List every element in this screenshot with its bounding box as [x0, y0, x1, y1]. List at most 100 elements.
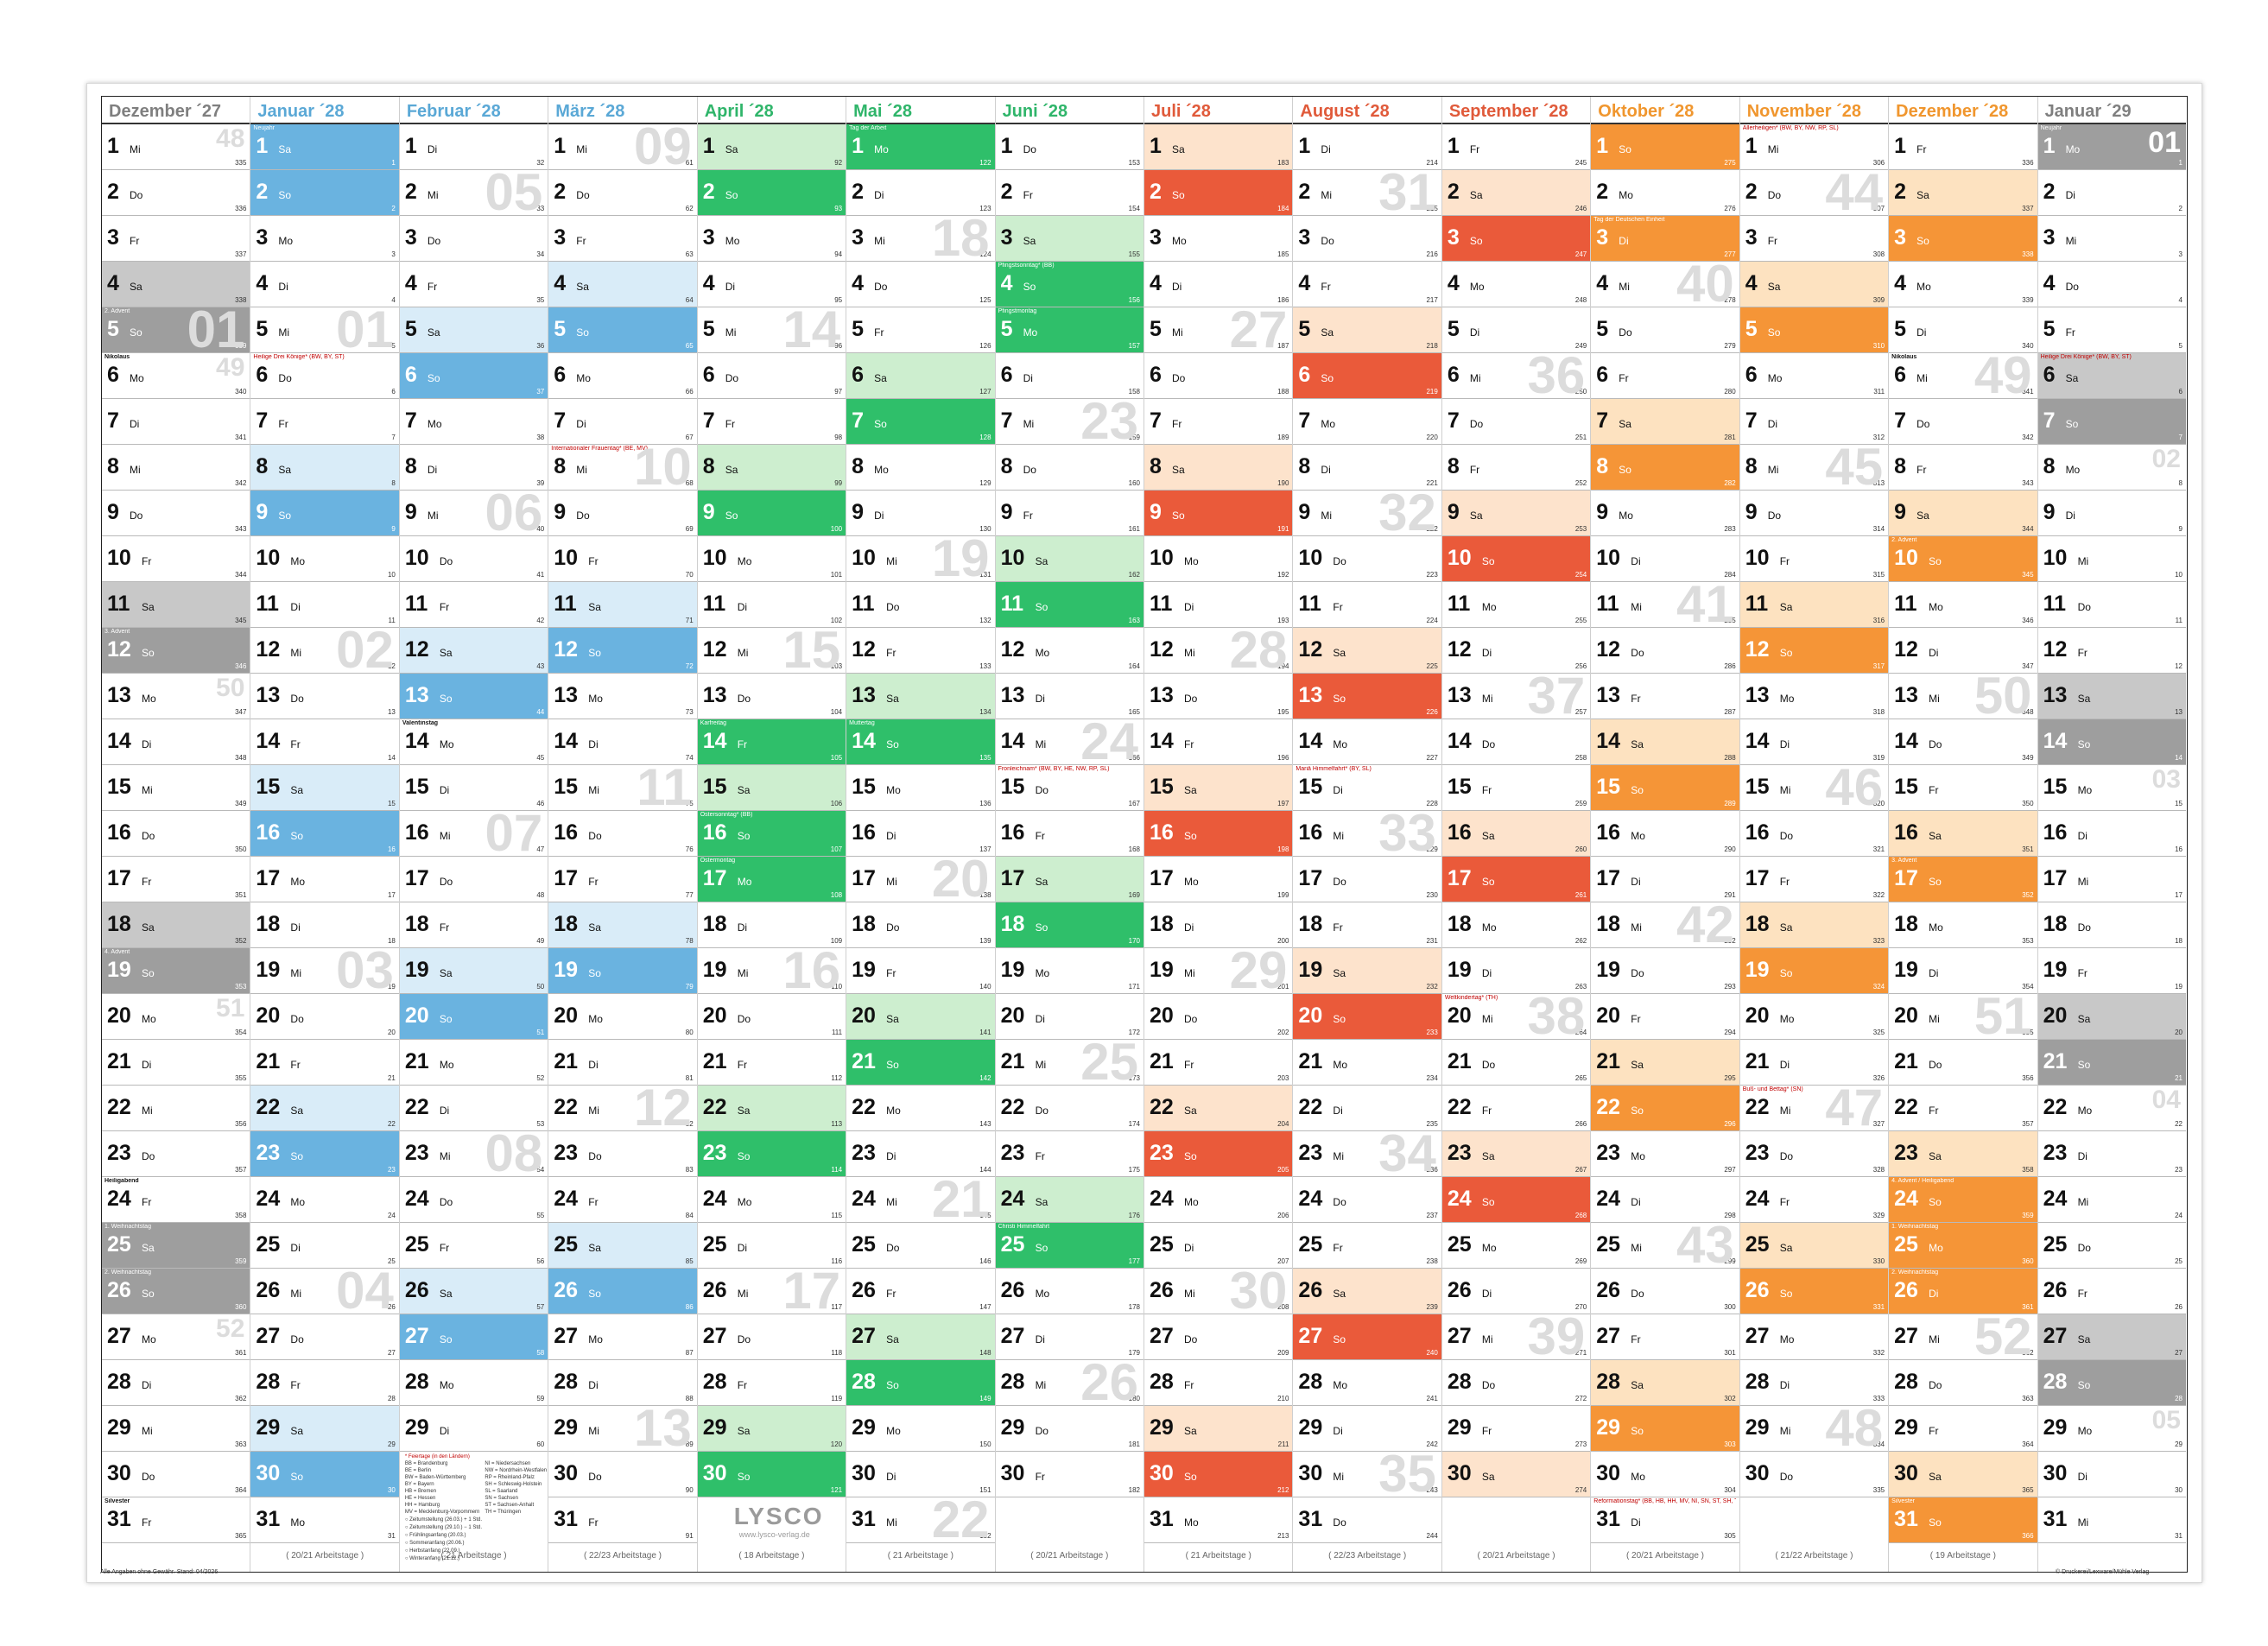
- day-cell[interactable]: 4 Mo 248: [1441, 262, 1591, 307]
- day-cell[interactable]: 29 Mo 150: [846, 1406, 995, 1452]
- day-cell[interactable]: 30 Di 30: [2037, 1452, 2186, 1497]
- day-cell[interactable]: 17 Di 291: [1591, 857, 1739, 902]
- day-cell[interactable]: 10 So 254: [1441, 536, 1591, 582]
- day-cell[interactable]: 6 So 219: [1293, 353, 1441, 399]
- day-cell[interactable]: 10 Mi 10: [2037, 536, 2186, 582]
- day-cell[interactable]: 30 Do 364: [102, 1452, 250, 1497]
- day-cell[interactable]: 5 Mi 96 14: [697, 307, 846, 353]
- day-cell[interactable]: 10 Di 284: [1591, 536, 1739, 582]
- day-cell[interactable]: 28 Fr 28: [250, 1360, 399, 1406]
- day-cell[interactable]: 4 Fr 217: [1293, 262, 1441, 307]
- day-cell[interactable]: 13 So 226: [1293, 674, 1441, 719]
- day-cell[interactable]: 22 Do 174: [995, 1086, 1144, 1131]
- day-cell[interactable]: 15 Sa 197: [1144, 765, 1293, 811]
- day-cell[interactable]: 16 Di 137: [846, 811, 995, 857]
- day-cell[interactable]: 27 Di 179: [995, 1314, 1144, 1360]
- day-cell[interactable]: 6 Sa 6 Heilige Drei Könige* (BW, BY, ST): [2037, 353, 2186, 399]
- day-cell[interactable]: 29 Di 242: [1293, 1406, 1441, 1452]
- day-cell[interactable]: 23 Mo 297: [1591, 1131, 1739, 1177]
- day-cell[interactable]: 26 Sa 57: [399, 1269, 548, 1314]
- day-cell[interactable]: 17 Sa 169: [995, 857, 1144, 902]
- day-cell[interactable]: 20 Mo 354 51: [102, 994, 250, 1040]
- day-cell[interactable]: 22 Mi 82 12: [548, 1086, 697, 1131]
- day-cell[interactable]: 15 Mi 75 11: [548, 765, 697, 811]
- day-cell[interactable]: 19 Mi 19 03: [250, 948, 399, 994]
- day-cell[interactable]: 5 Sa 36: [399, 307, 548, 353]
- day-cell[interactable]: 16 Do 350: [102, 811, 250, 857]
- day-cell[interactable]: 14 So 14: [2037, 719, 2186, 765]
- day-cell[interactable]: 16 So 107 Ostersonntag* (BB): [697, 811, 846, 857]
- day-cell[interactable]: 8 Sa 8: [250, 445, 399, 491]
- day-cell[interactable]: 1 Di 214: [1293, 124, 1441, 170]
- day-cell[interactable]: 1 Sa 92: [697, 124, 846, 170]
- day-cell[interactable]: 19 So 79: [548, 948, 697, 994]
- day-cell[interactable]: 13 Do 104: [697, 674, 846, 719]
- day-cell[interactable]: 4 Fr 35: [399, 262, 548, 307]
- day-cell[interactable]: 30 Mi 243 35: [1293, 1452, 1441, 1497]
- day-cell[interactable]: 8 Sa 99: [697, 445, 846, 491]
- day-cell[interactable]: 7 Di 312: [1739, 399, 1889, 445]
- day-cell[interactable]: 25 So 177 Christi Himmelfahrt: [995, 1223, 1144, 1269]
- day-cell[interactable]: 9 Mo 283: [1591, 491, 1739, 536]
- day-cell[interactable]: 3 Mo 185: [1144, 216, 1293, 262]
- day-cell[interactable]: 12 Sa 225: [1293, 628, 1441, 674]
- day-cell[interactable]: 13 Sa 13: [2037, 674, 2186, 719]
- day-cell[interactable]: 11 Do 132: [846, 582, 995, 628]
- day-cell[interactable]: 4 Di 95: [697, 262, 846, 307]
- day-cell[interactable]: 20 Sa 141: [846, 994, 995, 1040]
- day-cell[interactable]: 12 So 317: [1739, 628, 1889, 674]
- day-cell[interactable]: 8 Mo 129: [846, 445, 995, 491]
- day-cell[interactable]: 22 Sa 22: [250, 1086, 399, 1131]
- day-cell[interactable]: 29 Mi 334 48: [1739, 1406, 1889, 1452]
- day-cell[interactable]: 16 Mo 290: [1591, 811, 1739, 857]
- day-cell[interactable]: 25 Mo 360 1. Weihnachtstag: [1889, 1223, 2037, 1269]
- day-cell[interactable]: 11 So 163: [995, 582, 1144, 628]
- day-cell[interactable]: 23 Di 144: [846, 1131, 995, 1177]
- day-cell[interactable]: 16 Mi 47 07: [399, 811, 548, 857]
- day-cell[interactable]: 18 Do 139: [846, 902, 995, 948]
- day-cell[interactable]: 22 Di 53: [399, 1086, 548, 1131]
- day-cell[interactable]: 27 Mi 362 52: [1889, 1314, 2037, 1360]
- day-cell[interactable]: 12 Mi 103 15: [697, 628, 846, 674]
- day-cell[interactable]: 12 Fr 12: [2037, 628, 2186, 674]
- day-cell[interactable]: 6 Do 97: [697, 353, 846, 399]
- day-cell[interactable]: 1 Di 32: [399, 124, 548, 170]
- day-cell[interactable]: 14 Do 258: [1441, 719, 1591, 765]
- day-cell[interactable]: 2 So 184: [1144, 170, 1293, 216]
- day-cell[interactable]: 14 Mo 45 Valentinstag: [399, 719, 548, 765]
- day-cell[interactable]: 23 So 205: [1144, 1131, 1293, 1177]
- day-cell[interactable]: 26 Di 270: [1441, 1269, 1591, 1314]
- day-cell[interactable]: 24 Mi 145 21: [846, 1177, 995, 1223]
- day-cell[interactable]: 29 Sa 29: [250, 1406, 399, 1452]
- day-cell[interactable]: 23 Do 328: [1739, 1131, 1889, 1177]
- day-cell[interactable]: 7 Do 342: [1889, 399, 2037, 445]
- day-cell[interactable]: 24 Mo 115: [697, 1177, 846, 1223]
- day-cell[interactable]: 21 Di 81: [548, 1040, 697, 1086]
- day-cell[interactable]: 30 So 30: [250, 1452, 399, 1497]
- day-cell[interactable]: 5 Di 340: [1889, 307, 2037, 353]
- day-cell[interactable]: 15 Sa 106: [697, 765, 846, 811]
- day-cell[interactable]: 10 Sa 162: [995, 536, 1144, 582]
- day-cell[interactable]: 22 So 296: [1591, 1086, 1739, 1131]
- day-cell[interactable]: 20 Sa 20: [2037, 994, 2186, 1040]
- day-cell[interactable]: 3 Mo 3: [250, 216, 399, 262]
- day-cell[interactable]: 26 Fr 147: [846, 1269, 995, 1314]
- day-cell[interactable]: 12 Mi 194 28: [1144, 628, 1293, 674]
- day-cell[interactable]: 18 Di 109: [697, 902, 846, 948]
- day-cell[interactable]: 6 Mi 250 36: [1441, 353, 1591, 399]
- day-cell[interactable]: 16 Mi 229 33: [1293, 811, 1441, 857]
- day-cell[interactable]: 2 Fr 154: [995, 170, 1144, 216]
- day-cell[interactable]: 24 Mo 206: [1144, 1177, 1293, 1223]
- day-cell[interactable]: 9 Do 314: [1739, 491, 1889, 536]
- day-cell[interactable]: 28 Mo 59: [399, 1360, 548, 1406]
- day-cell[interactable]: 1 Mi 61 09: [548, 124, 697, 170]
- day-cell[interactable]: 15 Fr 350: [1889, 765, 2037, 811]
- day-cell[interactable]: 21 Do 356: [1889, 1040, 2037, 1086]
- day-cell[interactable]: 15 Di 46: [399, 765, 548, 811]
- day-cell[interactable]: 20 Mo 80: [548, 994, 697, 1040]
- day-cell[interactable]: 25 Di 116: [697, 1223, 846, 1269]
- day-cell[interactable]: 25 Di 25: [250, 1223, 399, 1269]
- day-cell[interactable]: 6 Mo 311: [1739, 353, 1889, 399]
- day-cell[interactable]: 26 Mi 117 17: [697, 1269, 846, 1314]
- day-cell[interactable]: 9 Fr 161: [995, 491, 1144, 536]
